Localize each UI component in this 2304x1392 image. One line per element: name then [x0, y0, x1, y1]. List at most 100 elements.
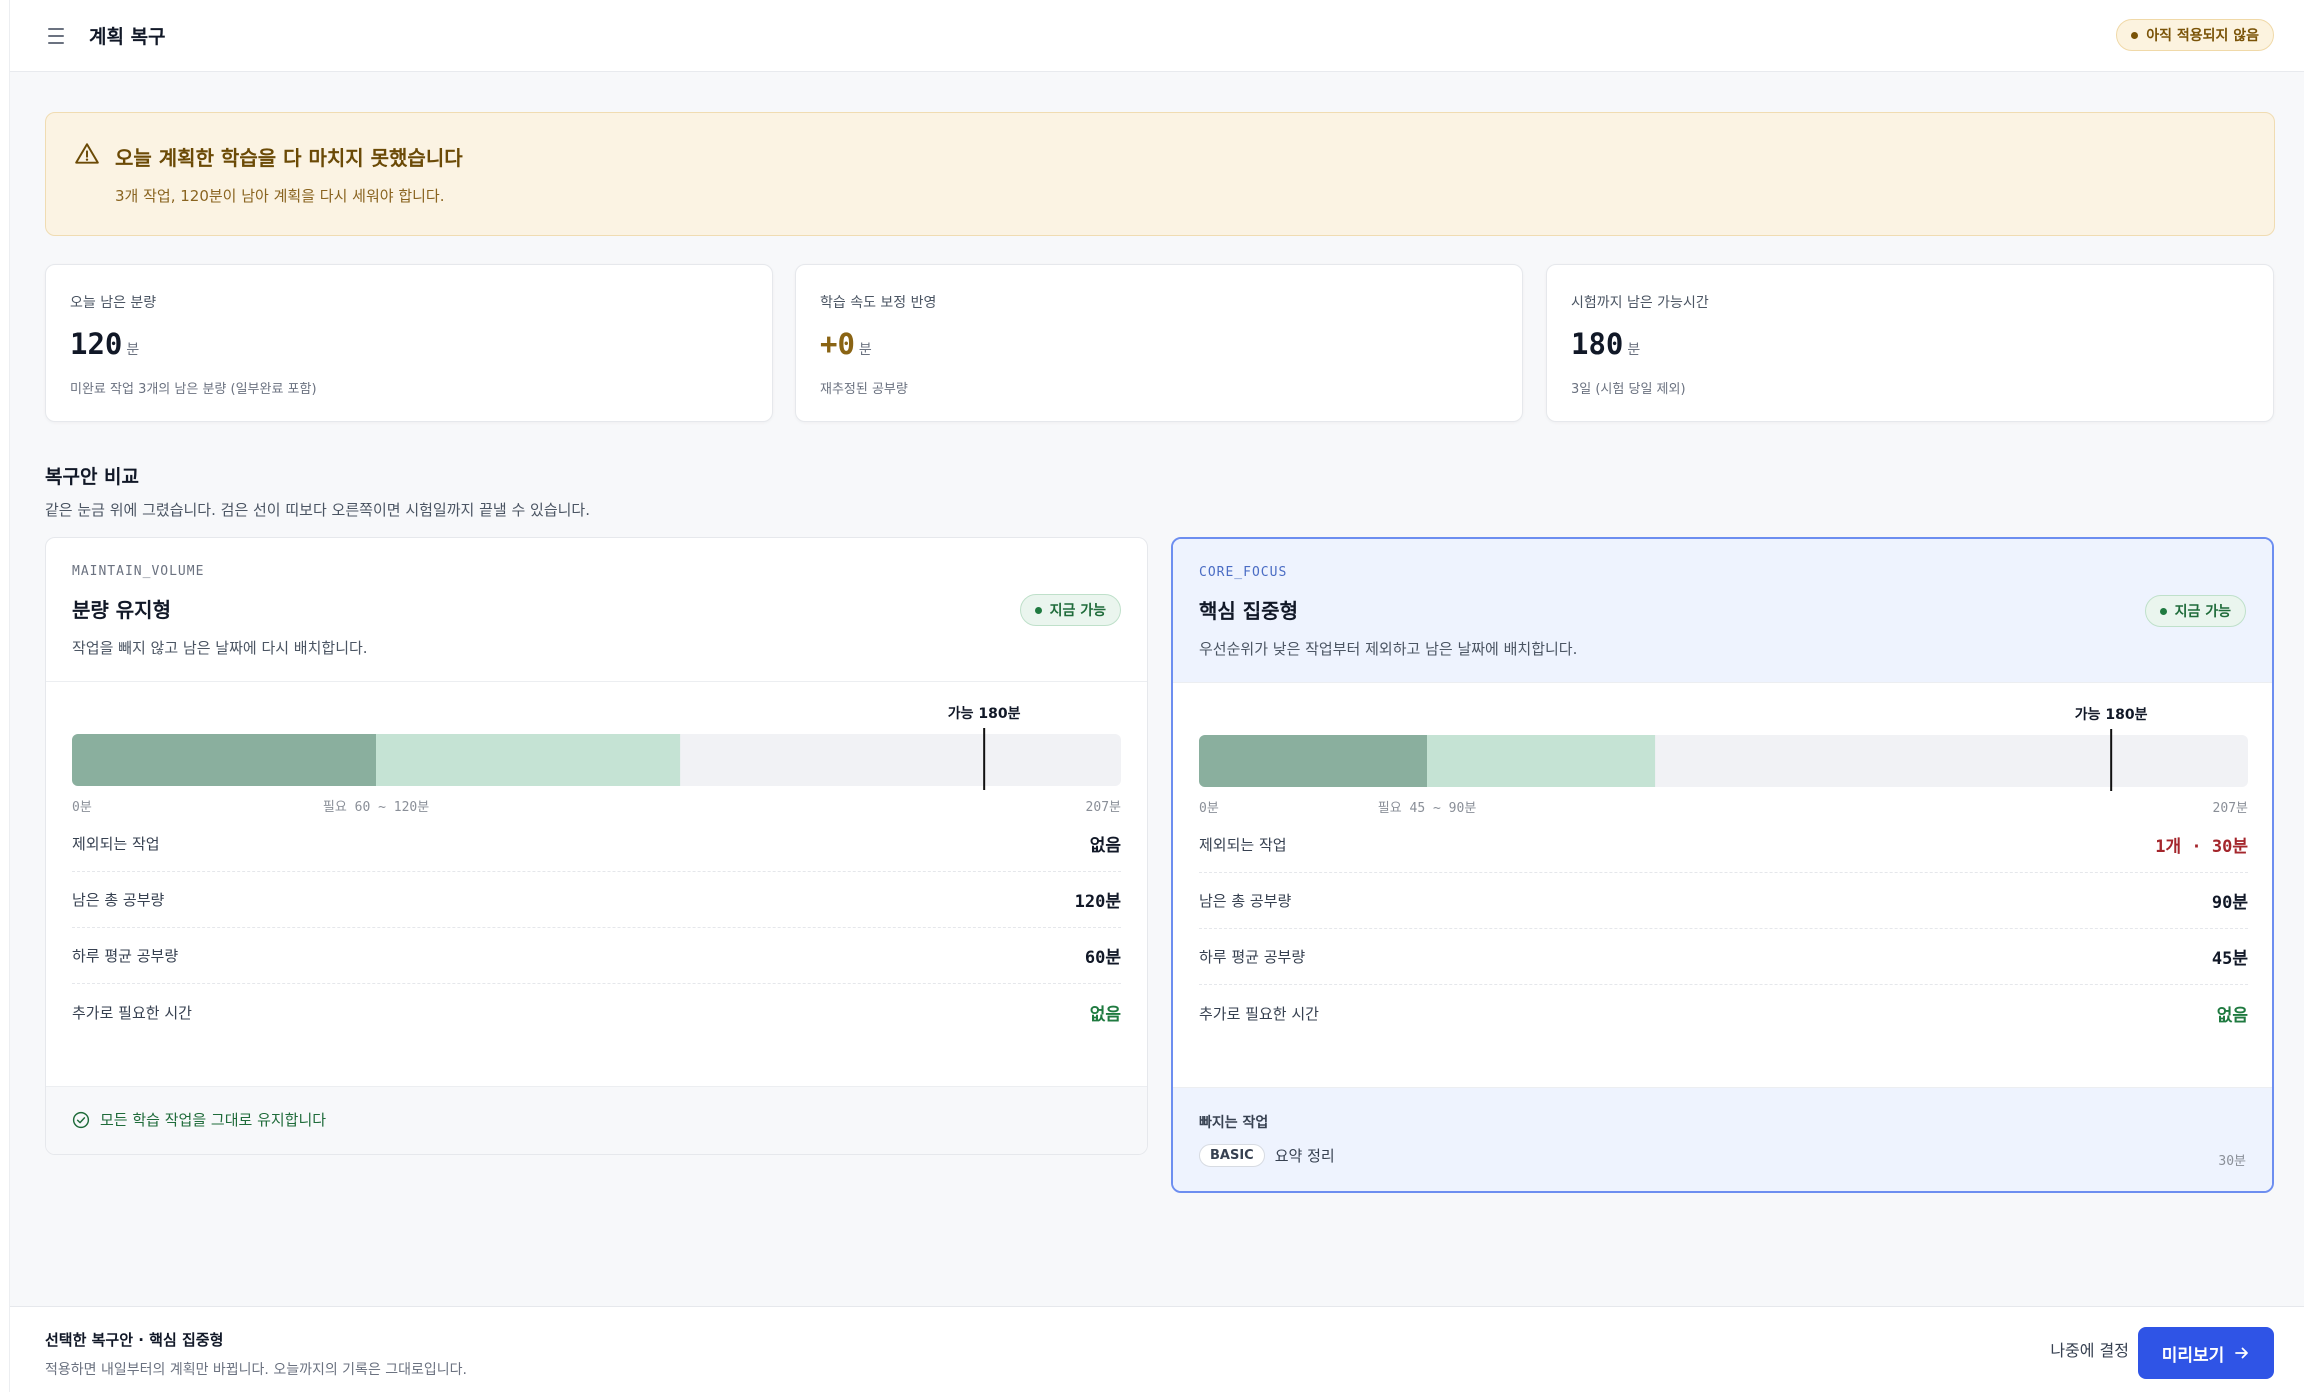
available-badge: 지금 가능 — [1019, 594, 1121, 626]
stat-label: 시험까지 남은 가능시간 — [1571, 295, 1709, 311]
time-gauge: 가능 180분 0분 필요 60 ~ 120분 207분 — [72, 682, 1121, 822]
available-badge-label: 지금 가능 — [2174, 604, 2231, 620]
available-dot-icon — [2159, 607, 2167, 615]
stat-value: 120 분 — [70, 327, 139, 361]
option-footer: 빠지는 작업 BASIC 요약 정리 30분 — [1173, 1087, 2272, 1191]
metric-value: 없음 — [1089, 1004, 1121, 1025]
gauge-bar-required-range — [376, 734, 681, 786]
stat-card-available-time: 시험까지 남은 가능시간 180 분 3일 (시험 당일 제외) — [1546, 264, 2274, 422]
status-badge-label: 아직 적용되지 않음 — [2146, 28, 2259, 44]
option-name: 핵심 집중형 — [1199, 599, 1298, 623]
metric-label: 하루 평균 공부량 — [72, 947, 179, 965]
metric-row: 남은 총 공부량 120분 — [72, 872, 1121, 928]
preview-button[interactable]: 미리보기 — [2138, 1327, 2274, 1379]
gauge-bar-required-min-edge — [370, 734, 377, 786]
warning-subtitle: 3개 작업, 120분이 남아 계획을 다시 세워야 합니다. — [115, 187, 445, 205]
gauge-axis-required: 필요 60 ~ 120분 — [323, 800, 429, 815]
available-dot-icon — [1034, 606, 1042, 614]
metric-value: 90분 — [2211, 893, 2248, 913]
stat-unit: 분 — [858, 342, 872, 358]
metric-label: 제외되는 작업 — [72, 835, 160, 853]
gauge-chart: 가능 180분 0분 필요 45 ~ 90분 207분 — [1199, 707, 2248, 816]
warning-banner: 오늘 계획한 학습을 다 마치지 못했습니다 3개 작업, 120분이 남아 계… — [45, 112, 2275, 236]
gauge-axis-end: 207분 — [2213, 801, 2248, 816]
menu-icon[interactable] — [44, 24, 68, 48]
metric-value: 1개 · 30분 — [2155, 837, 2248, 857]
stat-card-pace-adjust: 학습 속도 보정 반영 +0 분 재추정된 공부량 — [795, 264, 1523, 422]
metric-value: 45분 — [2211, 949, 2248, 969]
option-code: CORE_FOCUS — [1199, 565, 1288, 580]
stat-note: 재추정된 공부량 — [820, 382, 908, 397]
option-body: 가능 180분 0분 필요 45 ~ 90분 207분 제외되는 작업 1개 · 30분… — [1173, 683, 2272, 1087]
metric-value: 없음 — [1089, 836, 1121, 856]
option-description: 작업을 빼지 않고 남은 날짜에 다시 배치합니다. — [72, 639, 368, 657]
gauge-bar-required-min — [72, 734, 377, 786]
stat-unit: 분 — [1627, 342, 1641, 358]
time-gauge: 가능 180분 0분 필요 45 ~ 90분 207분 — [1199, 683, 2248, 823]
option-description: 우선순위가 낮은 작업부터 제외하고 남은 날짜에 배치합니다. — [1199, 640, 1578, 658]
metric-label: 추가로 필요한 시간 — [72, 1003, 192, 1022]
top-bar — [10, 0, 2304, 72]
footer-ok-text: 모든 학습 작업을 그대로 유지합니다 — [100, 1111, 327, 1129]
stat-number: +0 — [820, 327, 855, 361]
option-code: MAINTAIN_VOLUME — [72, 564, 205, 579]
preview-button-label: 미리보기 — [2161, 1345, 2225, 1366]
metric-row: 하루 평균 공부량 60분 — [72, 928, 1121, 984]
option-footer: 모든 학습 작업을 그대로 유지합니다 — [46, 1086, 1147, 1154]
warning-triangle-icon — [75, 143, 99, 164]
gauge-axis-required: 필요 45 ~ 90분 — [1378, 801, 1477, 816]
gauge-capacity-label: 가능 180분 — [2075, 707, 2148, 723]
check-circle-icon — [72, 1111, 90, 1128]
section-subtitle: 같은 눈금 위에 그렸습니다. 검은 선이 띠보다 오른쪽이면 시험일까지 끝낼… — [45, 501, 590, 519]
gauge-axis-end: 207분 — [1086, 800, 1121, 815]
section-title: 복구안 비교 — [45, 466, 140, 488]
stat-label: 오늘 남은 분량 — [70, 295, 157, 311]
left-rail — [0, 0, 10, 1392]
metric-value: 120분 — [1074, 892, 1121, 912]
metric-row: 추가로 필요한 시간 없음 — [1199, 985, 2248, 1041]
stat-label: 학습 속도 보정 반영 — [820, 295, 937, 311]
metric-row: 남은 총 공부량 90분 — [1199, 873, 2248, 929]
metric-row: 제외되는 작업 1개 · 30분 — [1199, 817, 2248, 873]
option-metrics: 제외되는 작업 1개 · 30분 남은 총 공부량 90분 하루 평균 공부량 45분… — [1199, 817, 2248, 1041]
stat-unit: 분 — [126, 342, 140, 358]
bottom-action-bar: 선택한 복구안 · 핵심 집중형 적용하면 내일부터의 계획만 바뀝니다. 오늘… — [10, 1306, 2304, 1392]
metric-value: 60분 — [1084, 948, 1121, 968]
option-metrics: 제외되는 작업 없음 남은 총 공부량 120분 하루 평균 공부량 60분 추가로 … — [72, 816, 1121, 1040]
decide-later-button[interactable]: 나중에 결정 — [2050, 1341, 2129, 1360]
gauge-axis-start: 0분 — [72, 800, 92, 815]
dropped-task-minutes: 30분 — [2218, 1154, 2246, 1169]
dropped-task-name: 요약 정리 — [1274, 1147, 1335, 1165]
footer-ok: 모든 학습 작업을 그대로 유지합니다 — [72, 1109, 326, 1130]
stat-number: 120 — [70, 327, 123, 361]
stat-value: 180 분 — [1571, 327, 1640, 361]
metric-label: 제외되는 작업 — [1199, 836, 1287, 854]
option-card-maintain-volume[interactable]: MAINTAIN_VOLUME 분량 유지형 작업을 빼지 않고 남은 날짜에 … — [45, 537, 1148, 1155]
metric-value: 없음 — [2216, 1005, 2248, 1026]
stat-value: +0 분 — [820, 327, 872, 361]
dropped-task: BASIC 요약 정리 — [1199, 1144, 1335, 1167]
metric-label: 하루 평균 공부량 — [1199, 948, 1306, 966]
gauge-bar-required-range — [1427, 735, 1656, 787]
gauge-capacity-label: 가능 180분 — [948, 706, 1021, 722]
available-badge: 지금 가능 — [2144, 595, 2246, 627]
page-title: 계획 복구 — [89, 26, 166, 48]
metric-label: 추가로 필요한 시간 — [1199, 1004, 1319, 1023]
stat-note: 3일 (시험 당일 제외) — [1571, 382, 1686, 397]
available-badge-label: 지금 가능 — [1049, 603, 1106, 619]
warning-title: 오늘 계획한 학습을 다 마치지 못했습니다 — [115, 146, 463, 170]
stat-number: 180 — [1571, 327, 1624, 361]
arrow-right-icon — [2235, 1347, 2249, 1359]
metric-row: 제외되는 작업 없음 — [72, 816, 1121, 872]
option-name: 분량 유지형 — [72, 598, 171, 622]
gauge-axis-start: 0분 — [1199, 801, 1219, 816]
selected-option-note: 적용하면 내일부터의 계획만 바뀝니다. 오늘까지의 기록은 그대로입니다. — [45, 1362, 467, 1378]
option-card-core-focus[interactable]: CORE_FOCUS 핵심 집중형 우선순위가 낮은 작업부터 제외하고 남은 … — [1171, 537, 2274, 1193]
stat-card-remaining: 오늘 남은 분량 120 분 미완료 작업 3개의 남은 분량 (일부완료 포함… — [45, 264, 773, 422]
status-dot-icon — [2131, 31, 2139, 39]
metric-row: 추가로 필요한 시간 없음 — [72, 984, 1121, 1040]
metric-label: 남은 총 공부량 — [72, 891, 165, 909]
gauge-chart: 가능 180분 0분 필요 60 ~ 120분 207분 — [72, 706, 1121, 815]
metric-row: 하루 평균 공부량 45분 — [1199, 929, 2248, 985]
option-body: 가능 180분 0분 필요 60 ~ 120분 207분 제외되는 작업 없음 남은 총… — [46, 682, 1147, 1086]
